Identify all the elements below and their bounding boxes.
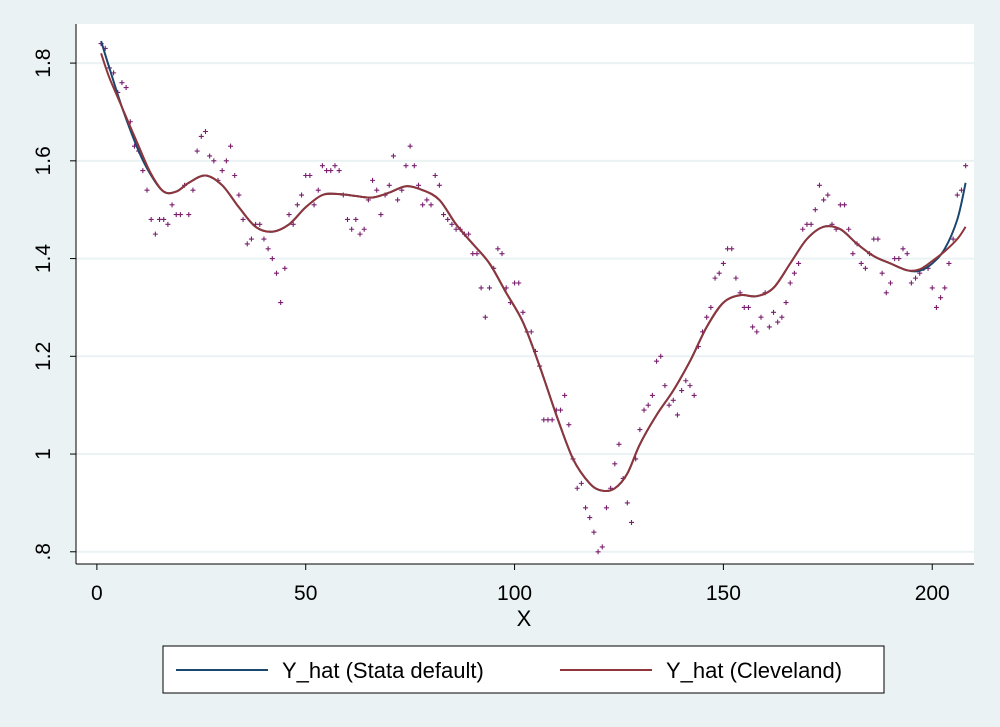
- x-tick-label: 150: [706, 582, 741, 605]
- legend-label-stata: Y_hat (Stata default): [282, 658, 484, 683]
- y-tick-label: 1.2: [32, 342, 55, 371]
- x-axis-title: X: [517, 606, 532, 631]
- plot-area: [76, 24, 974, 564]
- y-tick-label: 1: [32, 448, 55, 460]
- legend: Y_hat (Stata default) Y_hat (Cleveland): [163, 646, 884, 693]
- x-tick-label: 50: [294, 582, 317, 605]
- y-tick-label: .8: [32, 543, 55, 561]
- x-axis-ticks: 0 50 100 150 200: [91, 564, 950, 605]
- y-tick-label: 1.4: [32, 244, 55, 274]
- y-tick-label: 1.8: [32, 48, 55, 77]
- x-tick-label: 100: [497, 582, 532, 605]
- y-axis-ticks: .8 1 1.2 1.4 1.6 1.8: [32, 48, 76, 560]
- x-tick-label: 0: [91, 582, 103, 605]
- legend-label-cleveland: Y_hat (Cleveland): [666, 658, 842, 683]
- x-tick-label: 200: [915, 582, 950, 605]
- y-tick-label: 1.6: [32, 146, 55, 175]
